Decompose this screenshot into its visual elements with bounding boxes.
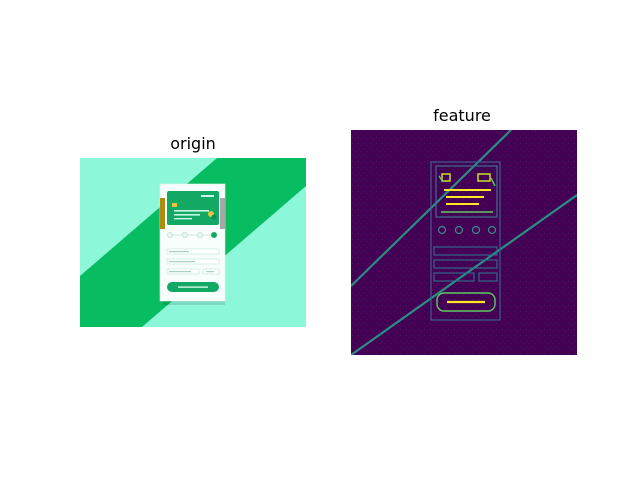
origin-title: origin [170, 134, 216, 153]
origin-svg [80, 158, 306, 327]
side-tab-left [160, 198, 165, 229]
feature-phone-outline [430, 161, 501, 321]
feature-edge-lower [351, 194, 577, 355]
feature-title: feature [433, 106, 491, 125]
phone-mockup [159, 183, 226, 305]
feature-background [351, 130, 577, 355]
card-chip [172, 203, 177, 207]
side-tab-right [220, 198, 225, 229]
step-dot-1 [167, 232, 173, 238]
step-dot-active [211, 232, 217, 238]
step-dot-3 [197, 232, 203, 238]
form-field-1[interactable] [166, 248, 220, 255]
step-dot-2 [182, 232, 188, 238]
credit-card [167, 191, 219, 225]
feature-image [351, 130, 577, 355]
origin-image [80, 158, 306, 327]
feature-svg [351, 130, 577, 355]
